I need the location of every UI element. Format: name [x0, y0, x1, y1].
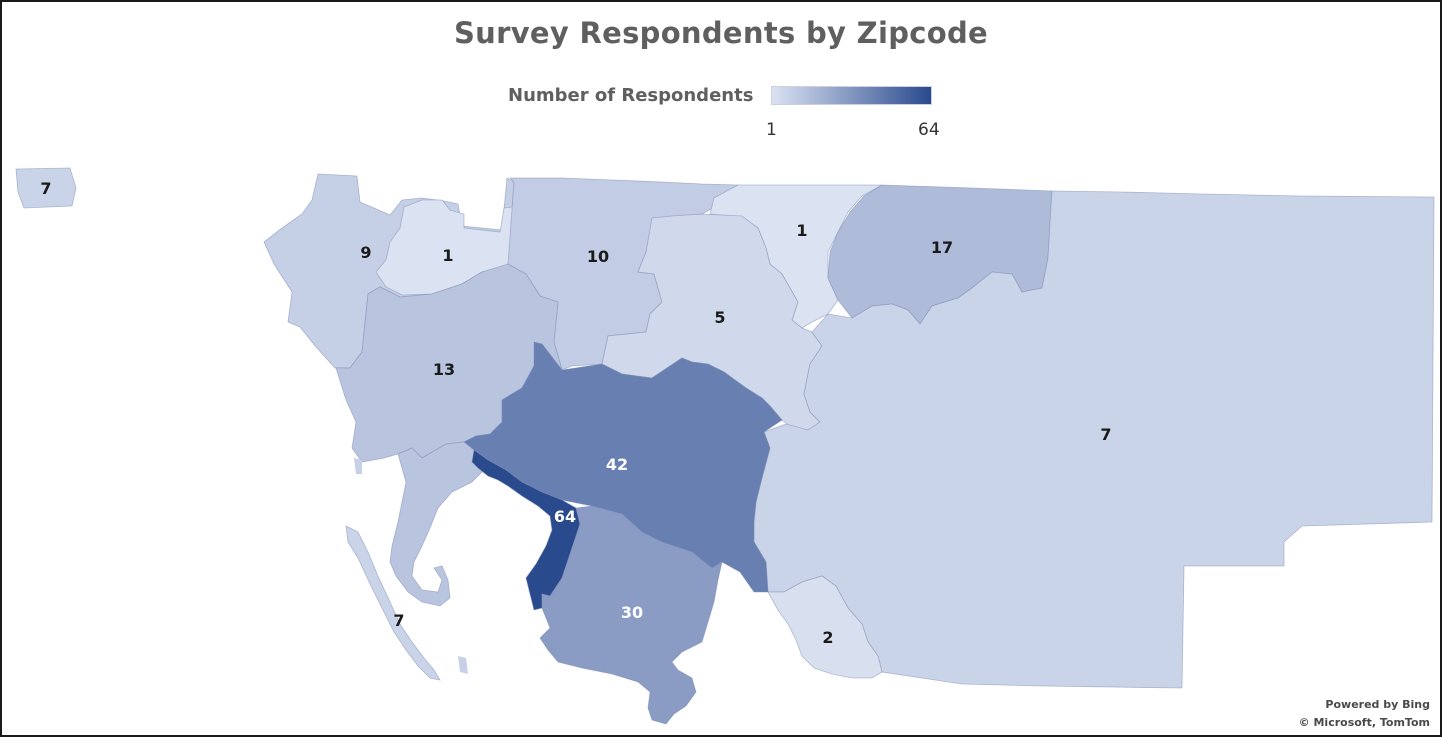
zip-value-label: 5 — [714, 308, 725, 327]
zip-value-label: 42 — [606, 455, 628, 474]
legend-max-label: 64 — [918, 120, 940, 140]
map-title: Survey Respondents by Zipcode — [453, 16, 988, 50]
zip-region-30[interactable] — [539, 505, 723, 725]
small-island-2 — [458, 656, 468, 674]
zip-region-peninsula-west[interactable] — [389, 441, 489, 607]
zip-value-label: 2 — [822, 628, 833, 647]
attribution-copyright: © Microsoft, TomTom — [1298, 716, 1430, 729]
zip-value-label: 13 — [433, 360, 455, 379]
attribution-powered-by: Powered by Bing — [1325, 698, 1430, 711]
legend-min-label: 1 — [766, 120, 777, 140]
zip-value-label: 9 — [360, 243, 371, 262]
zip-region-2[interactable] — [767, 575, 883, 679]
zip-value-label: 7 — [1100, 425, 1111, 444]
small-island-1 — [354, 458, 362, 474]
zip-value-label: 30 — [621, 603, 643, 622]
zip-region-7-south-strand[interactable] — [345, 525, 441, 681]
zip-value-label: 7 — [393, 611, 404, 630]
zip-value-label: 64 — [554, 507, 576, 526]
zip-value-label: 17 — [931, 238, 953, 257]
zip-value-label: 7 — [40, 179, 51, 198]
zip-value-label: 1 — [442, 246, 453, 265]
zip-value-label: 1 — [796, 221, 807, 240]
zip-region-64[interactable] — [471, 449, 581, 611]
legend-gradient-bar — [771, 86, 932, 105]
zip-value-label: 10 — [587, 247, 609, 266]
legend-title: Number of Respondents — [508, 85, 754, 106]
zip-region-island-west[interactable] — [15, 167, 77, 209]
